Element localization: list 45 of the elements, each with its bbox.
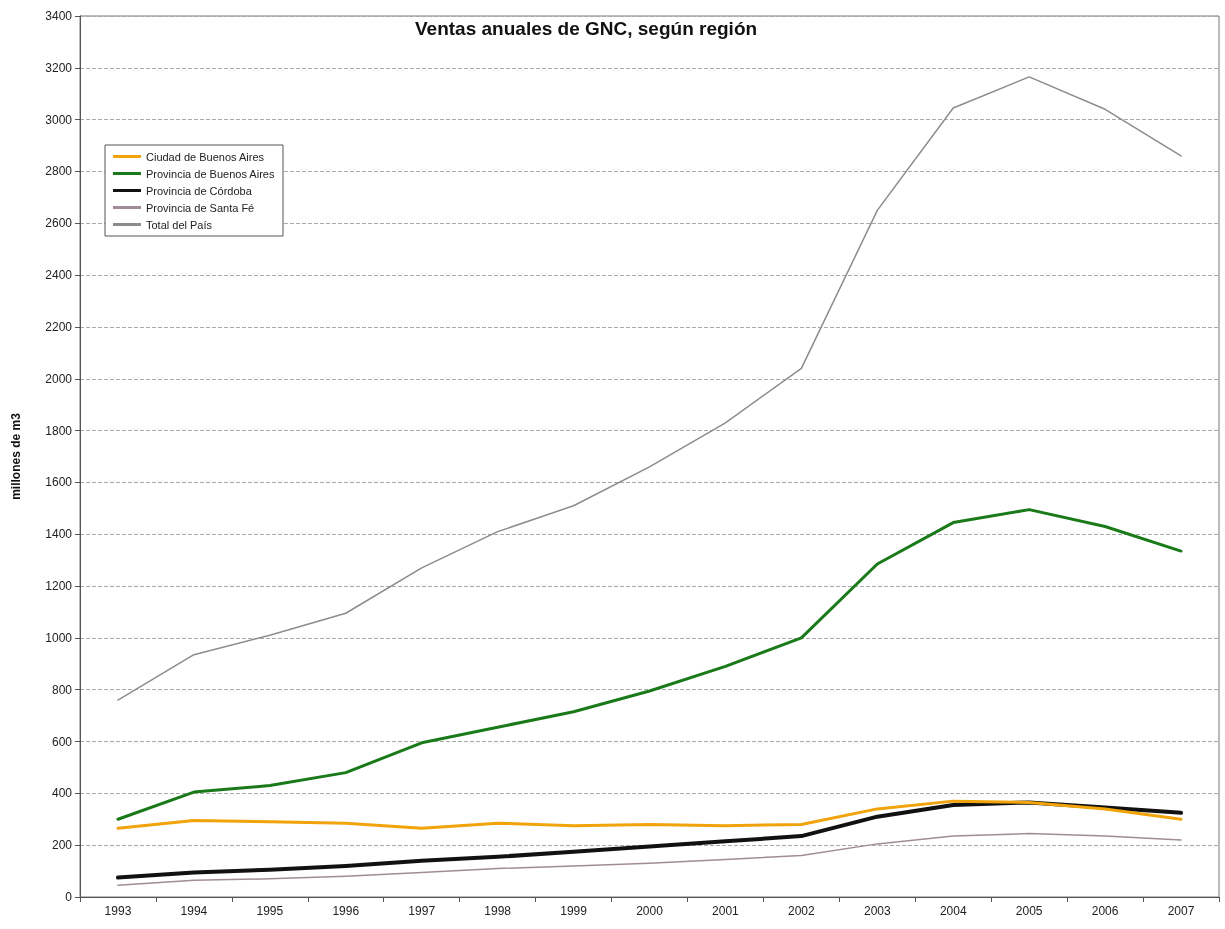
x-tick-label: 2000: [636, 904, 664, 918]
y-tick-label: 0: [65, 890, 73, 904]
y-tick-label: 1200: [45, 579, 73, 594]
x-tick-label: 1993: [104, 904, 132, 918]
y-tick-label: 1400: [45, 527, 73, 542]
x-tick-label: 1998: [484, 904, 512, 918]
y-tick-label: 2800: [45, 164, 73, 179]
x-tick-label: 2002: [788, 904, 816, 918]
line-series: [117, 832, 1182, 887]
legend-label: Provincia de Buenos Aires: [146, 167, 275, 180]
line-series: [116, 799, 1183, 830]
y-tick-label: 3200: [45, 60, 73, 75]
x-tick-label: 1994: [180, 904, 208, 918]
line-series: [117, 76, 1182, 701]
y-tick-label: 1600: [45, 475, 73, 490]
y-tick-label: 3000: [45, 112, 73, 127]
x-tick-label: 2003: [863, 904, 891, 918]
x-tick-label: 2005: [1015, 904, 1043, 918]
legend-label: Total del País: [146, 218, 213, 231]
x-tick-label: 1999: [560, 904, 588, 918]
y-tick-label: 2200: [45, 319, 73, 334]
y-tick-label: 1000: [45, 630, 73, 645]
x-tick-label: 1996: [332, 904, 360, 918]
x-tick-label: 2004: [939, 904, 967, 918]
x-tick-label: 1995: [256, 904, 284, 918]
y-tick-label: 1800: [45, 423, 73, 438]
y-tick-label: 3400: [45, 9, 73, 23]
legend-label: Provincia de Córdoba: [146, 184, 253, 197]
chart-title: Ventas anuales de GNC, según región: [415, 18, 758, 39]
y-tick-label: 400: [51, 786, 73, 801]
y-tick-label: 2600: [45, 216, 73, 231]
y-axis-title: millones de m3: [9, 412, 23, 500]
line-series: [115, 800, 1184, 880]
y-tick-label: 2000: [45, 371, 73, 386]
y-tick-label: 600: [51, 734, 73, 749]
y-tick-label: 2400: [45, 268, 73, 283]
y-tick-label: 200: [51, 838, 73, 853]
legend-label: Provincia de Santa Fé: [146, 201, 255, 214]
legend-label: Ciudad de Buenos Aires: [146, 150, 265, 163]
y-tick-label: 800: [51, 682, 73, 697]
x-tick-label: 2001: [712, 904, 740, 918]
line-series: [116, 508, 1183, 821]
x-tick-label: 2006: [1091, 904, 1119, 918]
x-tick-label: 2007: [1167, 904, 1195, 918]
x-tick-label: 1997: [408, 904, 436, 918]
